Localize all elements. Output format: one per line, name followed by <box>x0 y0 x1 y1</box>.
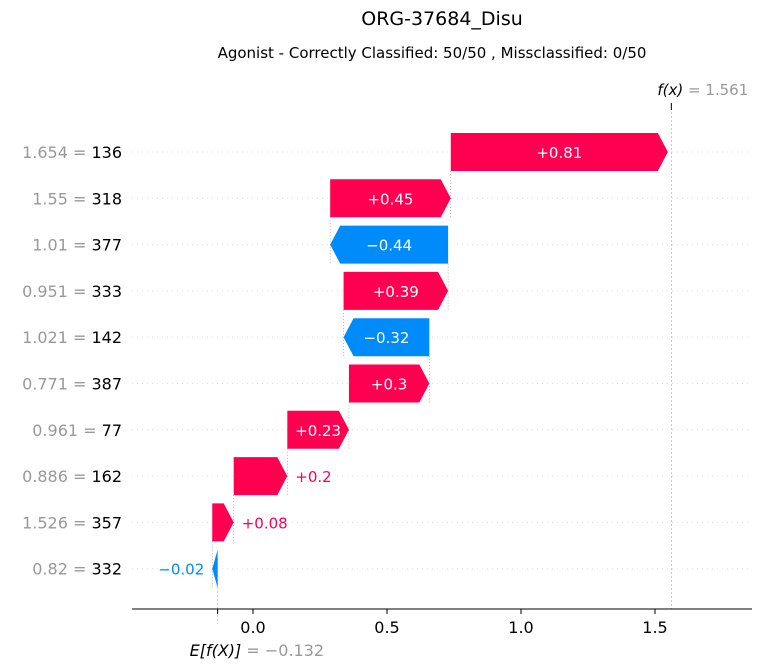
feature-value: 0.886 = <box>22 467 91 486</box>
base-value-symbol: E[f(X)] <box>190 641 247 660</box>
feature-label-332: 0.82 = 332 <box>32 560 122 579</box>
bar-feature-333 <box>343 271 449 310</box>
feature-name: 333 <box>91 282 122 301</box>
feature-label-136: 1.654 = 136 <box>22 143 122 162</box>
base-value-text: = −0.132 <box>246 641 324 660</box>
feature-name: 162 <box>91 467 122 486</box>
feature-label-142: 1.021 = 142 <box>22 328 122 347</box>
feature-name: 136 <box>91 143 122 162</box>
output-value-label: f(x) = 1.561 <box>657 81 748 99</box>
bar-feature-387 <box>348 364 430 403</box>
feature-value: 1.55 = <box>32 189 91 208</box>
feature-label-377: 1.01 = 377 <box>32 236 122 255</box>
feature-name: 357 <box>91 513 122 532</box>
bar-feature-136 <box>450 133 668 171</box>
bar-feature-377 <box>330 225 449 264</box>
feature-value: 1.654 = <box>22 143 91 162</box>
bar-label-332: −0.02 <box>158 561 204 579</box>
output-value-symbol: f(x) <box>657 81 688 99</box>
x-tick-label: 0.0 <box>240 618 265 637</box>
feature-label-77: 0.961 = 77 <box>32 421 122 440</box>
x-tick-label: 1.5 <box>642 618 667 637</box>
bar-feature-332 <box>212 549 218 588</box>
feature-name: 77 <box>102 421 122 440</box>
bar-label-136: +0.81 <box>536 144 582 162</box>
bar-feature-142 <box>343 318 430 357</box>
feature-label-387: 0.771 = 387 <box>22 375 122 394</box>
feature-name: 332 <box>91 560 122 579</box>
feature-name: 142 <box>91 328 122 347</box>
bar-label-377: −0.44 <box>366 237 412 255</box>
plot-area: +0.811.654 = 136+0.451.55 = 318−0.441.01… <box>22 81 752 660</box>
feature-label-318: 1.55 = 318 <box>32 189 122 208</box>
bar-label-357: +0.08 <box>242 514 288 532</box>
chart-subtitle: Agonist - Correctly Classified: 50/50 , … <box>218 44 647 62</box>
base-value-label: E[f(X)] = −0.132 <box>190 641 324 660</box>
feature-label-162: 0.886 = 162 <box>22 467 122 486</box>
bar-feature-77 <box>287 410 349 449</box>
bar-label-77: +0.23 <box>295 422 341 440</box>
bar-label-387: +0.3 <box>371 376 407 394</box>
feature-name: 377 <box>91 236 122 255</box>
feature-name: 318 <box>91 189 122 208</box>
chart-title: ORG-37684_Disu <box>361 8 523 30</box>
feature-value: 1.526 = <box>22 513 91 532</box>
bar-label-318: +0.45 <box>367 190 413 208</box>
bar-feature-357 <box>212 503 234 542</box>
feature-value: 0.82 = <box>32 560 91 579</box>
feature-value: 0.961 = <box>32 421 101 440</box>
bar-label-333: +0.39 <box>373 283 419 301</box>
output-value-text: = 1.561 <box>688 81 748 99</box>
bar-label-162: +0.2 <box>295 468 331 486</box>
x-tick-label: 1.0 <box>508 618 533 637</box>
feature-label-333: 0.951 = 333 <box>22 282 122 301</box>
bar-label-142: −0.32 <box>363 329 409 347</box>
bar-feature-162 <box>233 457 288 496</box>
feature-value: 1.01 = <box>32 236 91 255</box>
feature-label-357: 1.526 = 357 <box>22 513 122 532</box>
feature-value: 1.021 = <box>22 328 91 347</box>
feature-value: 0.951 = <box>22 282 91 301</box>
feature-value: 0.771 = <box>22 375 91 394</box>
feature-name: 387 <box>91 375 122 394</box>
x-tick-label: 0.5 <box>374 618 399 637</box>
bar-feature-318 <box>330 179 451 218</box>
